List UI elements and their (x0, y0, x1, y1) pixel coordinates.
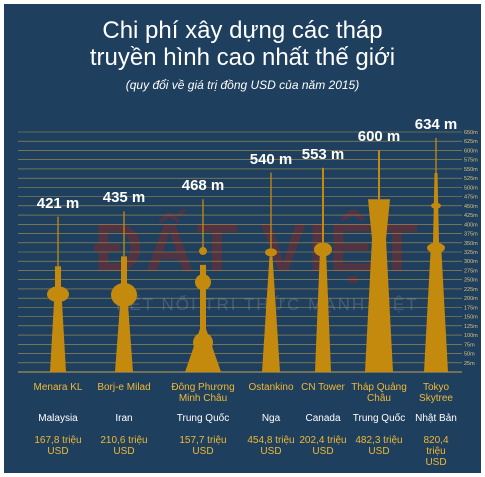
tower-shape (200, 264, 206, 334)
infographic-panel: ĐẤT VIỆT KẾT NỐI TRI THỨC MẠNH VIỆT 25m 5… (4, 4, 481, 473)
height-label: 421 m (36, 194, 80, 212)
cost-label: 454,8 triệu USD (247, 435, 295, 457)
tower-shape (424, 243, 448, 372)
y-tick-label: 375m (464, 232, 478, 238)
y-tick-label: 575m (464, 158, 478, 164)
chart-subtitle: (quy đổi về giá trị đồng USD của năm 201… (125, 78, 360, 92)
y-tick-label: 600m (464, 148, 478, 154)
tower-name: Borj-e Milad (97, 382, 151, 393)
height-label: 553 m (301, 145, 345, 163)
tower-country: Trung Quốc (352, 413, 406, 424)
y-tick-label: 325m (464, 250, 478, 256)
height-label: 435 m (102, 189, 146, 207)
cost-label: 820,4 triệu USD (423, 435, 449, 468)
height-label: 468 m (181, 177, 225, 195)
y-tick-label: 650m (464, 130, 478, 136)
watermark-tagline: KẾT NỐI TRI THỨC MẠNH VIỆT (116, 295, 419, 314)
tower-shape (365, 199, 393, 372)
y-tick-label: 400m (464, 222, 478, 228)
y-tick-label: 75m (464, 342, 475, 348)
y-tick-label: 100m (464, 333, 478, 339)
y-tick-label: 50m (464, 352, 475, 358)
tower-name: Đông Phương Minh Châu (171, 382, 235, 404)
y-tick-label: 225m (464, 287, 478, 293)
tower-shape (111, 282, 137, 307)
tower-shape (433, 173, 439, 244)
tower-shape (47, 286, 69, 303)
tower-name: Ostankino (248, 382, 294, 393)
tower-name: Tháp Quảng Châu (351, 382, 407, 404)
tower-shape (50, 302, 66, 372)
tower-name: Tokyo Skytree (419, 382, 453, 404)
y-tick-label: 450m (464, 204, 478, 210)
y-tick-label: 275m (464, 268, 478, 274)
y-tick-label: 550m (464, 167, 478, 173)
tower-shape (195, 274, 211, 291)
tower-chart: 25m 50m 75m 100m 125m 150m 175m 200m 225m 250m 275… (18, 130, 478, 373)
tower-shape (55, 266, 61, 289)
y-tick-label: 350m (464, 241, 478, 247)
watermark-logo: ĐẤT VIỆT (94, 210, 420, 286)
cost-label: 157,7 triệu USD (179, 435, 227, 457)
y-tick-label: 250m (464, 278, 478, 284)
y-tick-label: 175m (464, 305, 478, 311)
tower-shape (315, 249, 331, 372)
y-tick-label: 625m (464, 139, 478, 145)
y-tick-label: 525m (464, 176, 478, 182)
tower-shape (262, 256, 280, 372)
tower-country: Canada (305, 413, 341, 424)
tower-shape (427, 242, 445, 253)
tower-country: Malaysia (38, 413, 78, 424)
y-tick-label: 475m (464, 195, 478, 201)
tower-country: Nga (261, 413, 281, 424)
tower-name: CN Tower (301, 382, 345, 393)
y-tick-label: 425m (464, 213, 478, 219)
tower-country: Trung Quốc (176, 413, 230, 424)
y-tick-label: 200m (464, 296, 478, 302)
cost-label: 202,4 triệu USD (299, 435, 347, 457)
y-tick-label: 500m (464, 185, 478, 191)
tower-country: Iran (115, 413, 133, 424)
y-tick-label: 25m (464, 361, 475, 367)
height-label: 540 m (249, 150, 293, 168)
cost-label: 167,8 triệu USD (34, 435, 82, 457)
chart-title-line-1: Chi phí xây dựng các tháp (102, 17, 383, 44)
y-tick-label: 125m (464, 324, 478, 330)
tower-shape (199, 247, 207, 256)
tower-country: Nhật Bản (415, 413, 457, 424)
cost-label: 210,6 triệu USD (100, 435, 148, 457)
tower-shape (115, 304, 133, 372)
y-tick-label: 150m (464, 315, 478, 321)
tower-shape (193, 332, 213, 353)
height-label: 600 m (357, 128, 401, 146)
tower-shape (121, 256, 127, 286)
cost-label: 482,3 triệu USD (355, 435, 403, 457)
y-tick-label: 300m (464, 259, 478, 265)
chart-title-line-2: truyền hình cao nhất thế giới (89, 44, 396, 71)
tower-name: Menara KL (33, 382, 83, 393)
height-label: 634 m (414, 115, 458, 133)
